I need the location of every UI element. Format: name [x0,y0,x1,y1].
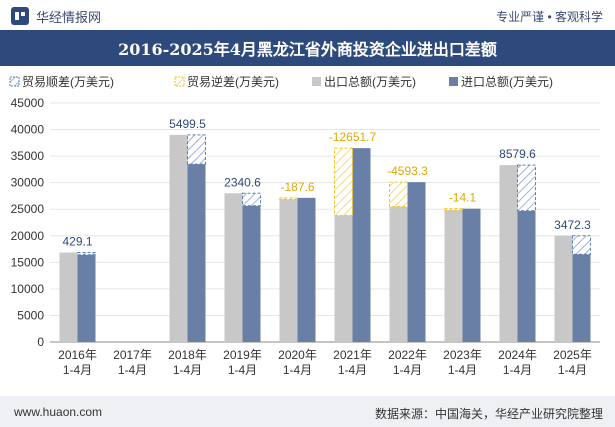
legend-label-export: 出口总额(万美元) [324,75,416,89]
legend-item-surplus[interactable]: 贸易顺差(万美元) [9,75,114,89]
data-labels: 429.1 5499.5 2340.6 -187.6 -12651.7 -4593.3 -1… [62,117,591,249]
legend: 贸易顺差(万美元) 贸易逆差(万美元) 出口总额(万美元) 进口总额(万美元) [9,74,553,89]
x-tick-label: 2019年 [223,348,262,362]
x-tick-label: 2021年 [333,348,372,362]
export-bar[interactable] [59,252,78,342]
legend-label-import: 进口总额(万美元) [461,75,553,89]
export-bar[interactable] [389,206,408,342]
x-tick-label: 2016年 [58,348,97,362]
export-bar[interactable] [334,215,353,342]
x-tick-label: 1-4月 [63,363,92,377]
x-tick-label: 2017年 [113,348,152,362]
top-bar: 华经情报网 专业严谨 • 客观科学 [0,0,615,30]
y-tick-label: 30000 [11,176,45,190]
x-tick-label: 2025年 [553,348,592,362]
y-tick-label: 40000 [11,123,45,137]
data-source: 数据来源：中国海关，华经产业研究院整理 [374,407,603,421]
legend-item-export[interactable]: 出口总额(万美元) [312,75,416,89]
import-bar[interactable] [297,197,316,342]
legend-item-import[interactable]: 进口总额(万美元) [449,75,553,89]
balance-label: -12651.7 [329,130,377,144]
x-tick-label: 1-4月 [448,363,477,377]
x-tick-label: 2024年 [498,348,537,362]
legend-item-deficit[interactable]: 贸易逆差(万美元) [174,74,279,89]
x-tick-label: 1-4月 [173,363,202,377]
y-tick-label: 15000 [11,255,45,269]
import-bar[interactable] [517,210,536,342]
chart-title: 2016-2025年4月黑龙江省外商投资企业进出口差额 [118,40,497,59]
deficit-bar[interactable] [389,181,408,208]
balance-label: 5499.5 [169,117,206,131]
tagline: 专业严谨 • 客观科学 [496,10,603,24]
import-bar[interactable] [572,254,591,342]
import-bar[interactable] [407,182,426,342]
legend-swatch-import [449,77,458,86]
brand[interactable]: 华经情报网 [10,6,101,26]
balance-label: -14.1 [449,191,477,205]
bars [59,134,591,342]
x-tick-label: 2018年 [168,348,207,362]
legend-label-surplus: 贸易顺差(万美元) [22,75,114,89]
brand-logo-icon [11,7,29,25]
x-tick-label: 1-4月 [503,363,532,377]
x-axis: 2016年1-4月2017年1-4月2018年1-4月2019年1-4月2020… [58,348,592,377]
y-tick-label: 35000 [11,149,45,163]
y-tick-label: 10000 [11,282,45,296]
balance-label: 2340.6 [224,175,261,189]
balance-label: 3472.3 [554,218,591,232]
y-tick-label: 45000 [11,96,45,110]
y-tick-label: 0 [37,335,44,349]
x-tick-label: 1-4月 [118,363,147,377]
brand-name: 华经情报网 [36,9,102,25]
balance-label: -187.6 [280,180,314,194]
surplus-bar[interactable] [517,164,536,212]
y-tick-label: 5000 [17,308,44,322]
chart: 贸易顺差(万美元) 贸易逆差(万美元) 出口总额(万美元) 进口总额(万美元) … [9,74,600,377]
export-bar[interactable] [444,208,463,342]
x-tick-label: 1-4月 [338,363,367,377]
y-axis: 0 5000 10000 15000 20000 25000 30000 35000 40000… [11,96,45,349]
legend-swatch-surplus [9,76,20,87]
balance-label: -4593.3 [387,164,428,178]
x-tick-label: 1-4月 [393,363,422,377]
import-bar[interactable] [77,254,96,342]
x-tick-label: 2022年 [388,348,427,362]
import-bar[interactable] [242,205,261,342]
balance-label: 429.1 [62,235,92,249]
deficit-bar[interactable] [444,208,463,211]
surplus-bar[interactable] [572,235,591,255]
footer: www.huaon.com 数据来源：中国海关，华经产业研究院整理 [0,396,615,427]
grid [50,102,600,343]
y-tick-label: 20000 [11,229,45,243]
import-bar[interactable] [352,148,371,342]
export-bar[interactable] [279,198,298,342]
balance-label: 8579.6 [499,147,536,161]
surplus-bar[interactable] [77,252,96,256]
x-tick-label: 2023年 [443,348,482,362]
surplus-bar[interactable] [187,134,206,165]
export-bar[interactable] [169,134,188,342]
export-bar[interactable] [554,235,573,342]
website-link[interactable]: www.huaon.com [14,405,103,419]
deficit-bar[interactable] [279,197,298,200]
legend-swatch-export [312,77,321,86]
x-tick-label: 1-4月 [228,363,257,377]
surplus-bar[interactable] [242,192,261,207]
import-bar[interactable] [462,208,481,342]
legend-label-deficit: 贸易逆差(万美元) [187,74,279,89]
import-bar[interactable] [187,164,206,342]
title-bar: 2016-2025年4月黑龙江省外商投资企业进出口差额 [0,30,615,66]
x-tick-label: 1-4月 [283,363,312,377]
x-tick-label: 2020年 [278,348,317,362]
x-tick-label: 1-4月 [558,363,587,377]
y-tick-label: 25000 [11,202,45,216]
deficit-bar[interactable] [334,147,353,216]
export-bar[interactable] [499,165,518,342]
legend-swatch-deficit [174,76,185,87]
export-bar[interactable] [224,193,243,342]
